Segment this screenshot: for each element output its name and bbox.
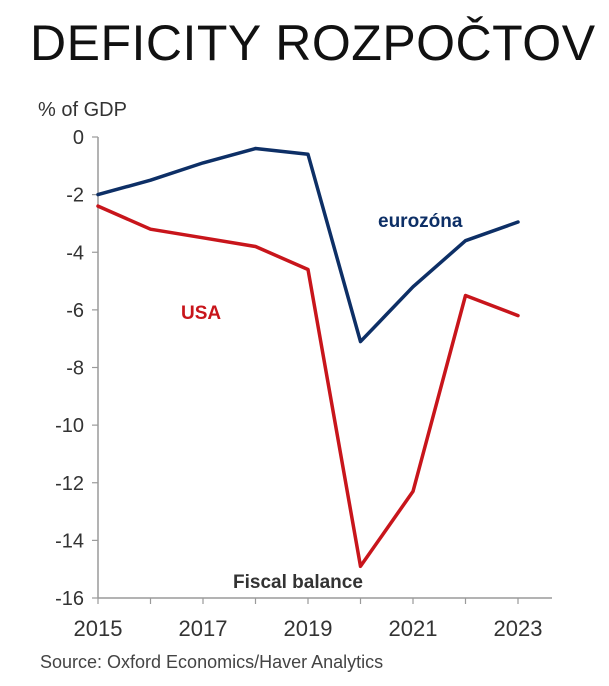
x-tick-label: 2017 bbox=[179, 616, 228, 641]
series-line-eurozone bbox=[96, 146, 520, 344]
y-tick-label: -6 bbox=[66, 300, 84, 322]
source-note: Source: Oxford Economics/Haver Analytics bbox=[40, 652, 384, 672]
y-tick-label: -14 bbox=[55, 530, 84, 552]
series-line-usa bbox=[96, 204, 520, 569]
x-tick-label: 2015 bbox=[74, 616, 123, 641]
series-label-eurozone: eurozóna bbox=[378, 211, 463, 232]
y-tick-label: -4 bbox=[66, 242, 84, 264]
series-label-usa: USA bbox=[181, 303, 221, 324]
y-axis-label: % of GDP bbox=[38, 99, 127, 121]
y-tick-label: -8 bbox=[66, 358, 84, 380]
chart-annotation: Fiscal balance bbox=[233, 572, 363, 593]
x-tick-label: 2021 bbox=[389, 616, 438, 641]
y-tick-label: -12 bbox=[55, 473, 84, 495]
page-title: DEFICITY ROZPOČTOV bbox=[30, 15, 596, 71]
x-tick-label: 2019 bbox=[284, 616, 333, 641]
x-tick-label: 2023 bbox=[494, 616, 543, 641]
y-tick-label: -16 bbox=[55, 588, 84, 610]
y-tick-label: -2 bbox=[66, 185, 84, 207]
y-tick-label: -10 bbox=[55, 415, 84, 437]
y-tick-label: 0 bbox=[73, 127, 84, 149]
